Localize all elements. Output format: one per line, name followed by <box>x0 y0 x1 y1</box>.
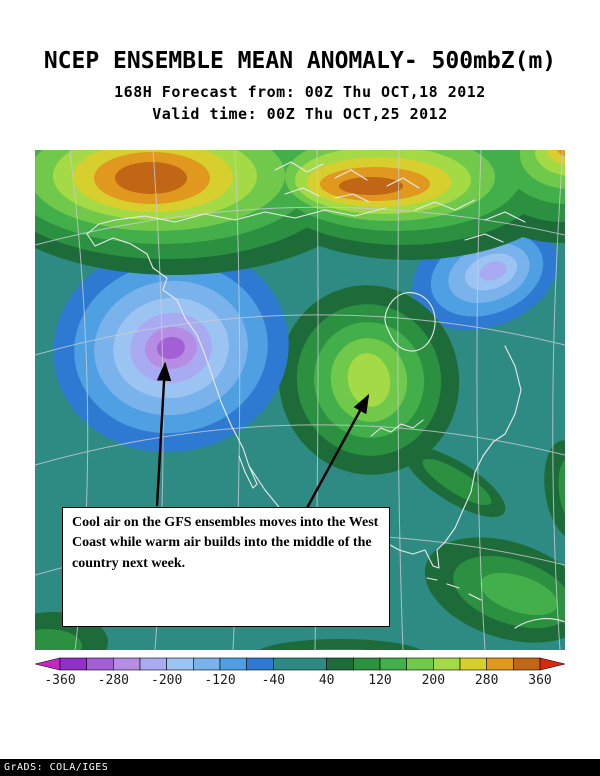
colorbar-tick-label: -40 <box>261 673 286 688</box>
colorbar-segment <box>379 657 407 671</box>
colorbar-tick-label: 120 <box>368 673 392 688</box>
anomaly-ring <box>480 572 558 616</box>
anomaly-ring <box>259 639 421 650</box>
credit-bar: GrADS: COLA/IGES <box>0 759 600 776</box>
colorbar-right-arrow <box>539 657 565 671</box>
colorbar-segment <box>59 657 87 671</box>
colorbar-segment <box>166 657 194 671</box>
coastline-arctic <box>114 207 386 223</box>
grads-credit: GrADS: COLA/IGES <box>4 762 109 773</box>
forecast-line: 168H Forecast from: 00Z Thu OCT,18 2012 <box>114 83 486 101</box>
colorbar-segment <box>86 657 114 671</box>
annotation-box: Cool air on the GFS ensembles moves into… <box>62 507 390 627</box>
coastline-labrador <box>504 345 522 435</box>
colorbar-tick-labels: -360 -280 -200 -120 -40 40 120 200 280 3… <box>35 673 565 691</box>
arrow-to-warm-air <box>305 393 370 509</box>
valid-time-line: Valid time: 00Z Thu OCT,25 2012 <box>152 105 448 123</box>
colorbar-segment <box>459 657 487 671</box>
colorbar-segment <box>326 657 354 671</box>
coastline-great-lakes <box>370 419 424 437</box>
plot-title: NCEP ENSEMBLE MEAN ANOMALY- 500mbZ(m) <box>43 48 557 74</box>
colorbar-segment <box>113 657 141 671</box>
anomaly-map: Cool air on the GFS ensembles moves into… <box>35 150 565 650</box>
header: NCEP ENSEMBLE MEAN ANOMALY- 500mbZ(m) 16… <box>0 48 600 127</box>
colorbar-segment <box>246 657 274 671</box>
anomaly-map-canvas <box>35 150 565 650</box>
coastline-pacific <box>152 267 258 489</box>
coastline-alaska <box>86 219 154 269</box>
colorbar-tick-label: -280 <box>97 673 129 688</box>
colorbar-segment <box>486 657 514 671</box>
coastline-hudson-bay <box>384 292 436 352</box>
coastline-caribbean <box>426 577 482 601</box>
anomaly-ring <box>544 440 565 540</box>
colorbar-tick-label: 280 <box>474 673 499 688</box>
colorbar-segment <box>219 657 247 671</box>
anomaly-ring <box>312 649 368 650</box>
colorbar-tick-label: -360 <box>44 673 76 688</box>
colorbar-tick-label: 40 <box>318 673 335 688</box>
anomaly-ring <box>347 353 391 407</box>
colorbar-tick-label: 360 <box>528 673 552 688</box>
anomaly-ring <box>479 261 507 281</box>
colorbar-tick-label: -120 <box>204 673 236 688</box>
colorbar-segment <box>406 657 434 671</box>
positive-anomaly-arctic <box>35 150 565 275</box>
annotation-text: Cool air on the GFS ensembles moves into… <box>72 515 379 571</box>
coastline-south-america <box>514 618 565 629</box>
positive-anomaly-southeast <box>35 440 565 650</box>
colorbar-tick-label: -200 <box>151 673 183 688</box>
annotation-arrows <box>155 361 370 509</box>
colorbar-segment <box>353 657 381 671</box>
anomaly-ring <box>422 458 492 506</box>
colorbar-segment <box>433 657 461 671</box>
negative-anomaly-west-coast <box>53 243 289 453</box>
colorbar-segment <box>273 657 327 671</box>
anomaly-ring <box>115 162 187 194</box>
colorbar-tick-label: 200 <box>421 673 446 688</box>
arrow-to-cool-air <box>155 361 172 507</box>
coastline-arctic-islands <box>274 161 526 243</box>
colorbar-segment <box>139 657 167 671</box>
colorbar-segment <box>193 657 221 671</box>
colorbar-segment <box>513 657 541 671</box>
colorbar <box>35 657 565 671</box>
anomaly-ring <box>339 177 403 195</box>
colorbar-left-arrow <box>35 657 61 671</box>
anomaly-ring <box>157 336 185 360</box>
anomaly-ring <box>35 629 82 650</box>
